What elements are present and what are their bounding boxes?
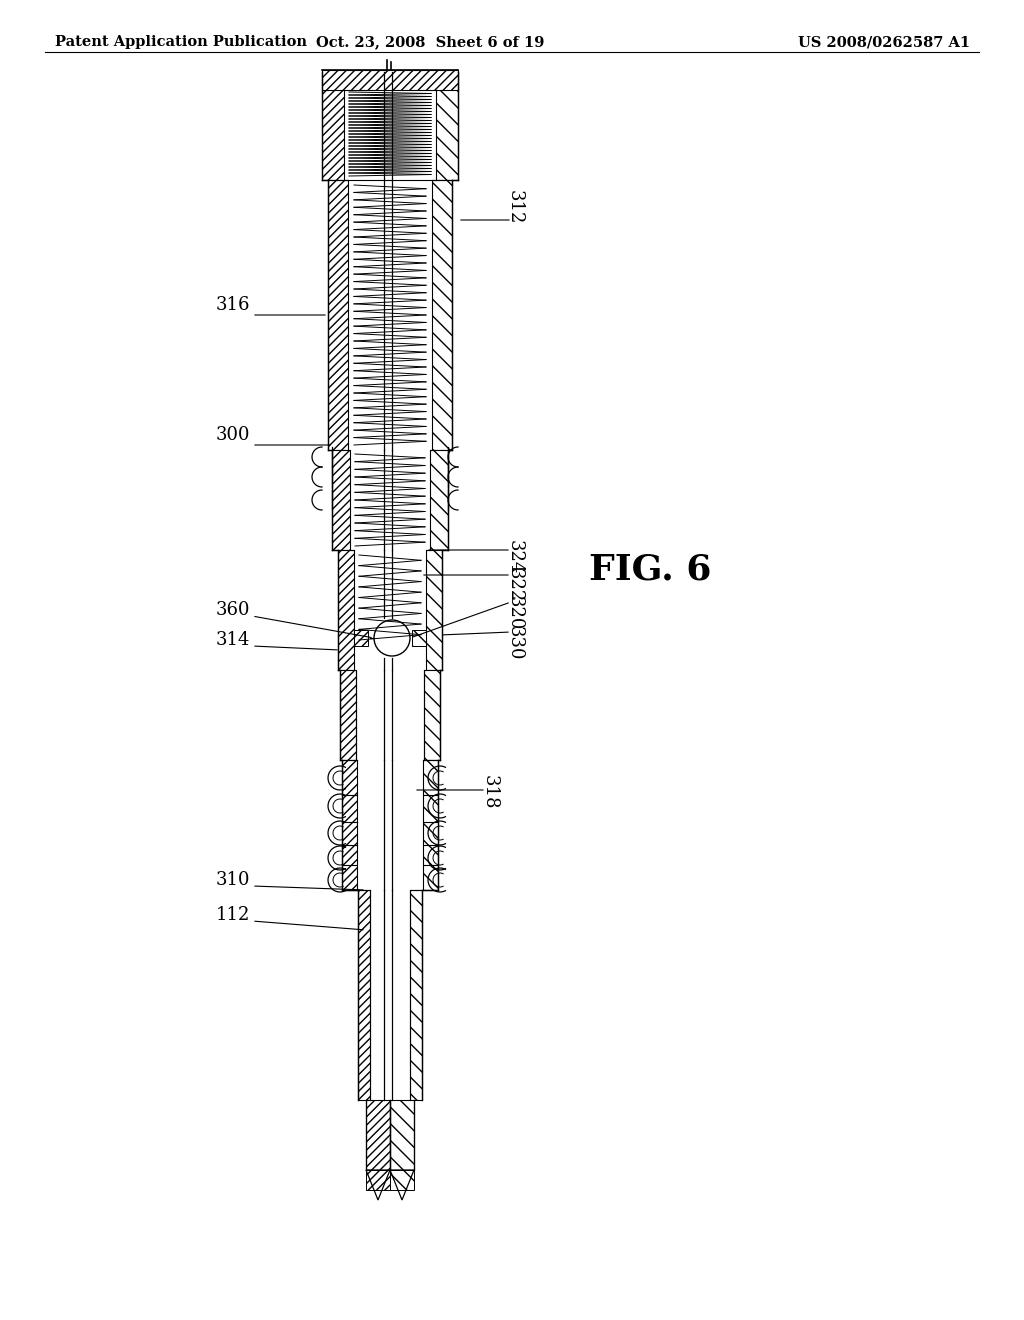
Text: 112: 112: [216, 906, 250, 924]
Bar: [412, 630, 426, 645]
Text: 360: 360: [215, 601, 250, 619]
Bar: [322, 70, 458, 90]
Bar: [366, 1100, 390, 1170]
Text: Patent Application Publication: Patent Application Publication: [55, 36, 307, 49]
Text: FIG. 6: FIG. 6: [589, 553, 712, 587]
Bar: [354, 630, 368, 645]
Text: US 2008/0262587 A1: US 2008/0262587 A1: [798, 36, 970, 49]
Text: 300: 300: [215, 426, 250, 444]
Bar: [423, 760, 438, 890]
Bar: [430, 450, 449, 550]
Text: 330: 330: [506, 626, 524, 660]
Bar: [390, 1100, 414, 1170]
Bar: [432, 180, 452, 450]
Bar: [410, 890, 422, 1100]
Text: 324: 324: [506, 540, 524, 574]
Text: 322: 322: [506, 568, 524, 602]
Text: 312: 312: [506, 190, 524, 224]
Text: Oct. 23, 2008  Sheet 6 of 19: Oct. 23, 2008 Sheet 6 of 19: [315, 36, 544, 49]
Bar: [424, 671, 440, 760]
Bar: [342, 760, 357, 890]
Text: 316: 316: [215, 296, 250, 314]
Bar: [436, 73, 458, 180]
Bar: [338, 550, 354, 671]
Text: 318: 318: [481, 775, 499, 809]
Bar: [340, 671, 356, 760]
Bar: [322, 73, 344, 180]
Bar: [328, 180, 348, 450]
Bar: [426, 550, 442, 671]
Text: 314: 314: [216, 631, 250, 649]
Text: 320: 320: [506, 597, 524, 631]
Bar: [366, 1170, 390, 1191]
Text: 310: 310: [215, 871, 250, 888]
Bar: [332, 450, 350, 550]
Bar: [358, 890, 370, 1100]
Bar: [390, 1170, 414, 1191]
